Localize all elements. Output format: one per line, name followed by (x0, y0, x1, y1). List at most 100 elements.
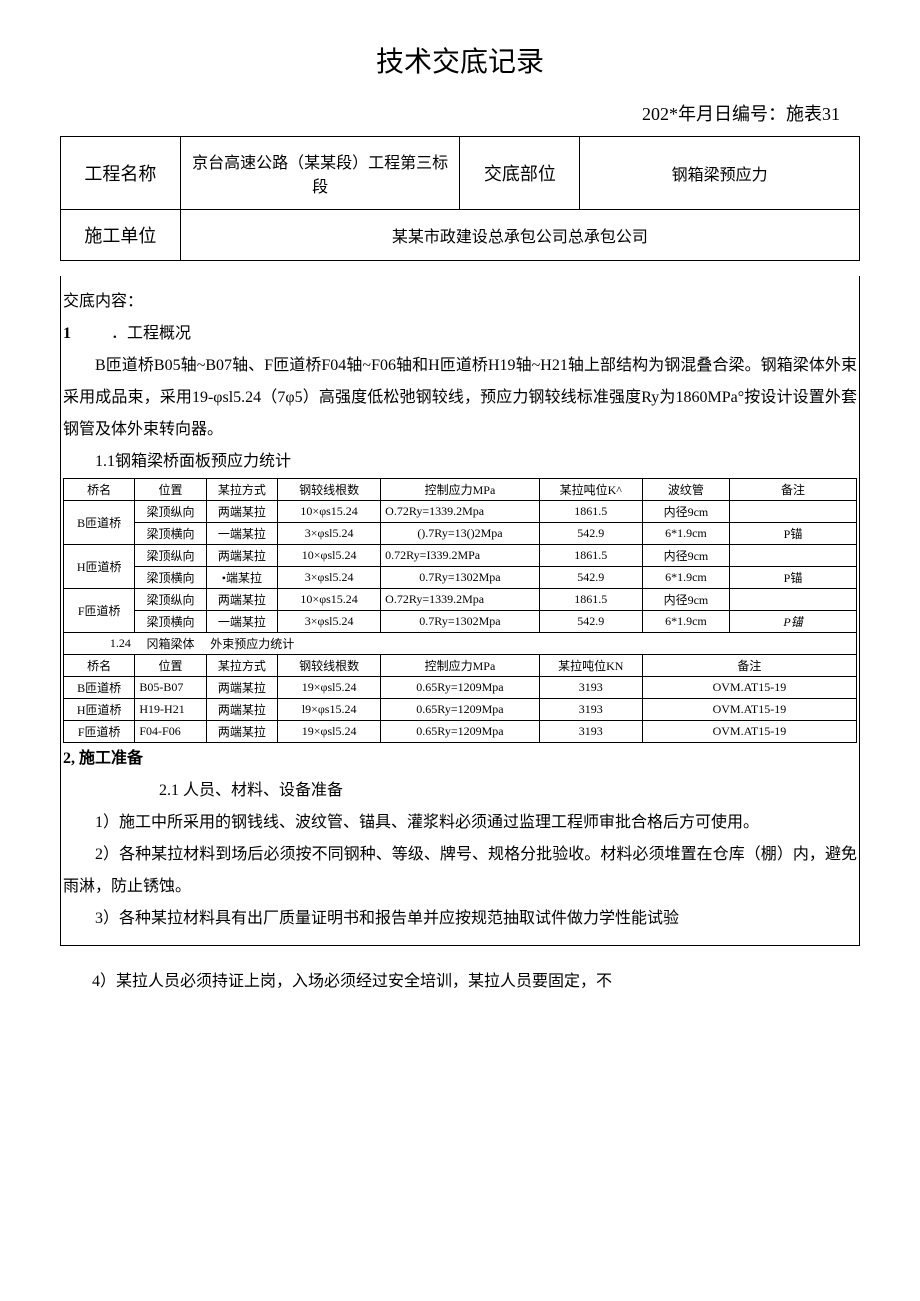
project-value: 京台高速公路（某某段）工程第三标段 (180, 137, 460, 210)
cell: B05-B07 (135, 677, 206, 699)
table1-h3: 钢较线根数 (278, 479, 381, 501)
cell: F匝道桥 (64, 589, 135, 633)
section2-title-text: 2, 施工准备 (63, 750, 143, 767)
cell: 6*1.9cm (642, 523, 729, 545)
section2-sub1: 2.1 人员、材料、设备准备 (63, 775, 857, 807)
section1-header: 1 ．工程概况 (63, 318, 857, 350)
cell: B匝道桥 (64, 501, 135, 545)
table1-h1: 位置 (135, 479, 206, 501)
cell: 两端某拉 (206, 501, 277, 523)
cell: 10×φsl5.24 (278, 545, 381, 567)
table2-h5: 某拉吨位KN (539, 655, 642, 677)
table-row: F匝道桥 F04-F06 两端某拉 19×φsl5.24 0.65Ry=1209… (64, 721, 857, 743)
section1-sub1: 1.1钢箱梁桥面板预应力统计 (63, 446, 857, 478)
section1-para1: B匝道桥B05轴~B07轴、F匝道桥F04轴~F06轴和H匝道桥H19轴~H21… (63, 350, 857, 446)
cell: 0.65Ry=1209Mpa (381, 677, 540, 699)
content-box: 交底内容： 1 ．工程概况 B匝道桥B05轴~B07轴、F匝道桥F04轴~F06轴… (60, 276, 860, 946)
cell: 两端某拉 (206, 721, 277, 743)
cell: P锚 (730, 523, 857, 545)
cell: 梁顶纵向 (135, 501, 206, 523)
cell: 两端某拉 (206, 677, 277, 699)
table2-h2: 某拉方式 (206, 655, 277, 677)
cell: P锚 (730, 567, 857, 589)
cell: 3193 (539, 677, 642, 699)
table2-h0: 桥名 (64, 655, 135, 677)
mid-cell2: 外束预应力统计 (206, 633, 856, 655)
table1-h7: 备注 (730, 479, 857, 501)
cell: 0.72Ry=I339.2MPa (381, 545, 540, 567)
cell: 19×φsl5.24 (278, 721, 381, 743)
cell: 3193 (539, 721, 642, 743)
cell: 3193 (539, 699, 642, 721)
cell: •端某拉 (206, 567, 277, 589)
section2-item2: 2）各种某拉材料到场后必须按不同钢种、等级、牌号、规格分批验收。材料必须堆置在仓… (63, 839, 857, 903)
cell: 0.7Ry=1302Mpa (381, 567, 540, 589)
table1-h0: 桥名 (64, 479, 135, 501)
cell: 1861.5 (539, 545, 642, 567)
cell: 3×φsl5.24 (278, 523, 381, 545)
cell: 1861.5 (539, 501, 642, 523)
cell: H匝道桥 (64, 545, 135, 589)
table1-h6: 波纹管 (642, 479, 729, 501)
cell: ().7Ry=13()2Mpa (381, 523, 540, 545)
cell (730, 589, 857, 611)
table1-h2: 某拉方式 (206, 479, 277, 501)
cell: 542.9 (539, 523, 642, 545)
table2-h4: 控制应力MPa (381, 655, 540, 677)
cell: l9×φs15.24 (278, 699, 381, 721)
table2-h3: 钢较线根数 (278, 655, 381, 677)
table-row: 梁顶横向 一端某拉 3×φsl5.24 0.7Ry=1302Mpa 542.9 … (64, 611, 857, 633)
section1-title: ．工程概况 (111, 325, 191, 342)
unit-label: 施工单位 (61, 210, 181, 261)
cell: 一端某拉 (206, 611, 277, 633)
location-value: 钢箱梁预应力 (580, 137, 860, 210)
cell: B匝道桥 (64, 677, 135, 699)
cell: 内径9cm (642, 589, 729, 611)
section2-item4: 4）某拉人员必须持证上岗，入场必须经过安全培训，某拉人员要固定，不 (60, 966, 860, 998)
cell: OVM.AT15-19 (642, 677, 856, 699)
table1-h4: 控制应力MPa (381, 479, 540, 501)
table-row: H匝道桥 梁顶纵向 两端某拉 10×φsl5.24 0.72Ry=I339.2M… (64, 545, 857, 567)
table-row: B匝道桥 B05-B07 两端某拉 19×φsl5.24 0.65Ry=1209… (64, 677, 857, 699)
cell: F匝道桥 (64, 721, 135, 743)
cell: 两端某拉 (206, 699, 277, 721)
table2-h1: 位置 (135, 655, 206, 677)
cell: 两端某拉 (206, 589, 277, 611)
cell: 两端某拉 (206, 545, 277, 567)
table2-header-row: 桥名 位置 某拉方式 钢较线根数 控制应力MPa 某拉吨位KN 备注 (64, 655, 857, 677)
table1-h5: 某拉吨位K^ (539, 479, 642, 501)
cell: 6*1.9cm (642, 567, 729, 589)
cell: 梁顶纵向 (135, 589, 206, 611)
cell: 0.7Ry=1302Mpa (381, 611, 540, 633)
location-label: 交底部位 (460, 137, 580, 210)
section2-title: 2, 施工准备 (63, 743, 857, 775)
section1-num: 1 (63, 325, 71, 342)
intro-label: 交底内容： (63, 286, 857, 318)
cell: 梁顶横向 (135, 567, 206, 589)
cell: 542.9 (539, 611, 642, 633)
cell: H19-H21 (135, 699, 206, 721)
cell: 内径9cm (642, 501, 729, 523)
document-subtitle: 202*年月日编号：施表31 (60, 100, 860, 126)
mid-cell1: 冈箱梁体 (135, 633, 206, 655)
table-row: 梁顶横向 •端某拉 3×φsl5.24 0.7Ry=1302Mpa 542.9 … (64, 567, 857, 589)
cell: 6*1.9cm (642, 611, 729, 633)
mid-prefix: 1.24 (64, 633, 135, 655)
table-row: F匝道桥 梁顶纵向 两端某拉 10×φs15.24 O.72Ry=1339.2M… (64, 589, 857, 611)
cell: O.72Ry=1339.2Mpa (381, 589, 540, 611)
table2-h6: 备注 (642, 655, 856, 677)
table-row: B匝道桥 梁顶纵向 两端某拉 10×φs15.24 O.72Ry=1339.2M… (64, 501, 857, 523)
stats-table1: 桥名 位置 某拉方式 钢较线根数 控制应力MPa 某拉吨位K^ 波纹管 备注 B… (63, 478, 857, 743)
cell (730, 501, 857, 523)
cell: 1861.5 (539, 589, 642, 611)
cell: 内径9cm (642, 545, 729, 567)
section2-item3: 3）各种某拉材料具有出厂质量证明书和报告单并应按规范抽取试件做力学性能试验 (63, 903, 857, 935)
cell: 3×φsl5.24 (278, 611, 381, 633)
cell: 3×φsl5.24 (278, 567, 381, 589)
cell: 19×φsl5.24 (278, 677, 381, 699)
cell: 一端某拉 (206, 523, 277, 545)
cell: F04-F06 (135, 721, 206, 743)
table-row: H匝道桥 H19-H21 两端某拉 l9×φs15.24 0.65Ry=1209… (64, 699, 857, 721)
cell: OVM.AT15-19 (642, 699, 856, 721)
cell: OVM.AT15-19 (642, 721, 856, 743)
